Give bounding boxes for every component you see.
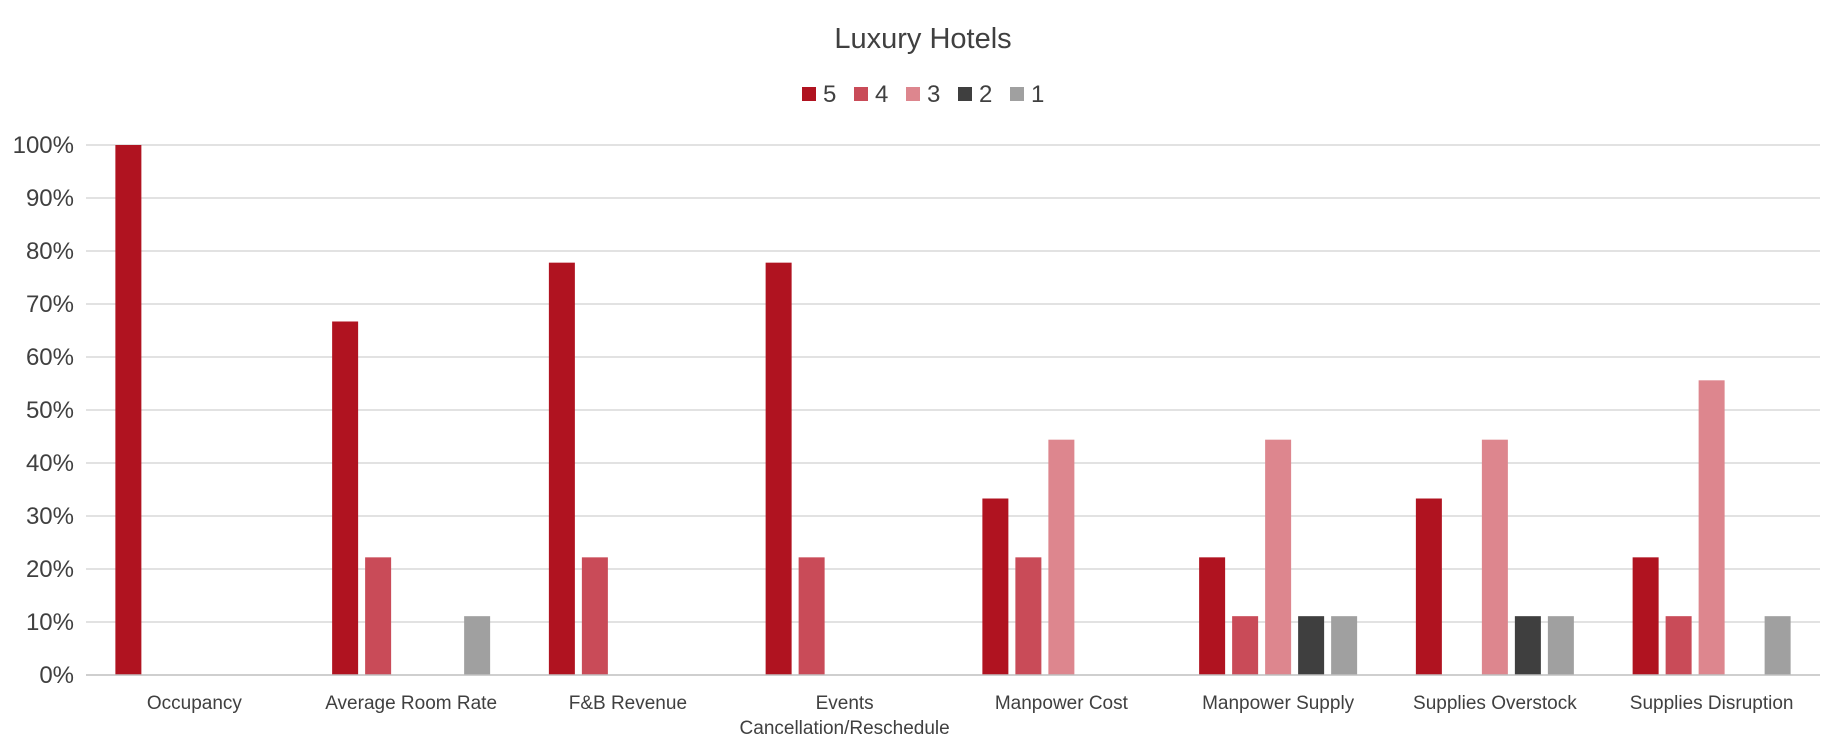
y-axis-tick-labels: 0% 10% 20% 30% 40% 50% 60% 70% 80% 90% 100% xyxy=(13,132,74,689)
y-tick-label: 10% xyxy=(26,609,74,636)
x-category-label: F&B Revenue xyxy=(569,693,687,714)
y-tick-label: 60% xyxy=(26,344,74,371)
bar-series-5 xyxy=(765,262,792,675)
legend-swatch-2 xyxy=(958,87,972,101)
x-axis-category-labels: Occupancy Average Room Rate F&B Revenue Eve… xyxy=(147,693,1794,739)
y-tick-label: 20% xyxy=(26,556,74,583)
legend-label: 5 xyxy=(823,81,836,108)
bar-series-4 xyxy=(798,557,825,675)
bar-series-4 xyxy=(365,557,392,675)
bar-series-5 xyxy=(115,145,142,675)
bar-series-5 xyxy=(1632,557,1659,675)
y-tick-label: 100% xyxy=(13,132,74,159)
x-category-label: Manpower Supply xyxy=(1202,693,1355,714)
x-category-label: Cancellation/Reschedule xyxy=(740,718,950,739)
bar-series-4 xyxy=(1665,616,1692,675)
bar-series-3 xyxy=(1481,439,1508,675)
bar-series-4 xyxy=(1232,616,1259,675)
bar-series-1 xyxy=(1331,616,1358,675)
chart-title: Luxury Hotels xyxy=(834,23,1011,55)
bars xyxy=(115,145,1791,675)
legend-label: 3 xyxy=(927,81,940,108)
y-tick-label: 30% xyxy=(26,503,74,530)
x-category-label: Events xyxy=(816,693,874,714)
x-category-label: Supplies Overstock xyxy=(1413,693,1577,714)
bar-series-3 xyxy=(1698,380,1725,675)
bar-series-4 xyxy=(1015,557,1042,675)
legend: 5 4 3 2 1 xyxy=(802,81,1044,108)
legend-swatch-3 xyxy=(906,87,920,101)
legend-swatch-4 xyxy=(854,87,868,101)
bar-series-5 xyxy=(1199,557,1226,675)
bar-series-5 xyxy=(1415,498,1442,675)
bar-series-2 xyxy=(1514,616,1541,675)
x-category-label: Average Room Rate xyxy=(325,693,497,714)
y-tick-label: 0% xyxy=(39,662,74,689)
bar-series-3 xyxy=(1265,439,1292,675)
legend-swatch-1 xyxy=(1010,87,1024,101)
y-tick-label: 50% xyxy=(26,397,74,424)
bar-series-1 xyxy=(1547,616,1574,675)
bar-series-5 xyxy=(332,321,359,675)
x-category-label: Occupancy xyxy=(147,693,243,714)
bar-series-2 xyxy=(1298,616,1325,675)
x-category-label: Manpower Cost xyxy=(995,693,1129,714)
legend-label: 2 xyxy=(979,81,992,108)
x-category-label: Supplies Disruption xyxy=(1630,693,1794,714)
bar-series-4 xyxy=(581,557,608,675)
legend-label: 4 xyxy=(875,81,888,108)
bar-series-3 xyxy=(1048,439,1075,675)
bar-series-5 xyxy=(548,262,575,675)
bar-series-1 xyxy=(464,616,491,675)
y-tick-label: 40% xyxy=(26,450,74,477)
legend-swatch-5 xyxy=(802,87,816,101)
legend-label: 1 xyxy=(1031,81,1044,108)
bar-series-5 xyxy=(982,498,1009,675)
bar-series-1 xyxy=(1764,616,1791,675)
y-tick-label: 90% xyxy=(26,185,74,212)
y-tick-label: 70% xyxy=(26,291,74,318)
y-tick-label: 80% xyxy=(26,238,74,265)
